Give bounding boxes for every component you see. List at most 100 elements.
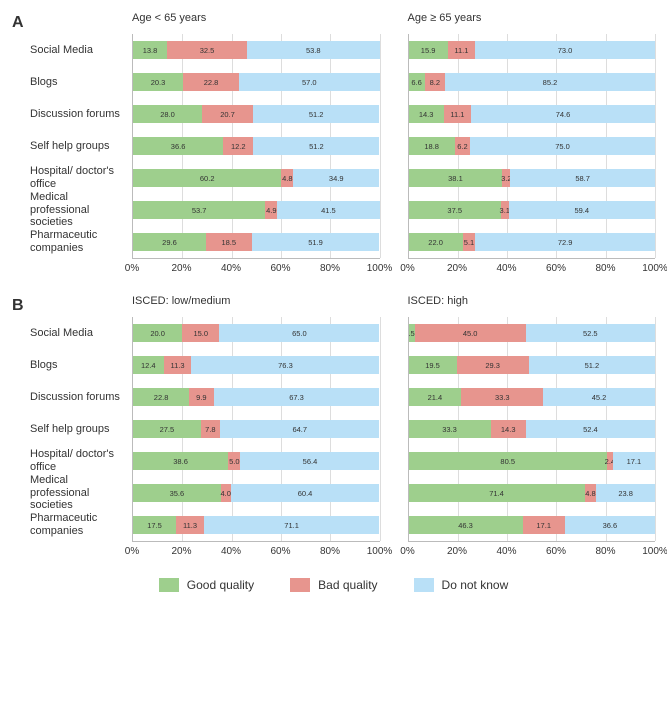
- y-label: Pharmaceutic companies: [30, 509, 132, 541]
- segment-good: 38.6: [133, 452, 228, 470]
- x-tick: 0%: [400, 263, 414, 274]
- y-label: Social Media: [30, 317, 132, 349]
- segment-value: 5.1: [463, 238, 475, 247]
- bar-track: 18.86.275.0: [409, 137, 656, 155]
- segment-good: 71.4: [409, 484, 585, 502]
- y-label: Hospital/ doctor's office: [30, 162, 132, 194]
- bar-track: 60.24.834.9: [133, 169, 380, 187]
- y-label: Medical professional societies: [30, 194, 132, 226]
- bar-row: 14.311.174.6: [409, 98, 656, 130]
- segment-value: 36.6: [602, 521, 619, 530]
- segment-value: 75.0: [554, 142, 571, 151]
- segment-dontknow: 34.9: [293, 169, 379, 187]
- segment-value: 9.9: [195, 393, 207, 402]
- segment-dontknow: 36.6: [565, 516, 655, 534]
- segment-good: 14.3: [409, 105, 444, 123]
- segment-value: 4.8: [584, 489, 596, 498]
- bar-row: 37.53.159.4: [409, 194, 656, 226]
- bar-row: 33.314.352.4: [409, 413, 656, 445]
- segment-good: 29.6: [133, 233, 206, 251]
- segment-value: 15.0: [192, 329, 209, 338]
- bar-track: 22.8 9.9 67.3: [133, 388, 380, 406]
- segment-value: 67.3: [288, 393, 305, 402]
- legend-label: Bad quality: [318, 578, 377, 592]
- x-tick: 100%: [642, 263, 667, 274]
- segment-value: 28.0: [159, 110, 176, 119]
- segment-dontknow: 17.1: [613, 452, 655, 470]
- segment-value: 18.8: [423, 142, 440, 151]
- segment-value: 4.9: [265, 206, 277, 215]
- segment-value: 11.1: [453, 46, 469, 55]
- legend-item: Do not know: [414, 578, 509, 592]
- x-tick: 80%: [320, 546, 340, 557]
- segment-bad: 9.9: [189, 388, 213, 406]
- segment-value: 72.9: [557, 238, 574, 247]
- x-tick: 100%: [642, 546, 667, 557]
- panel-label: A: [12, 12, 30, 32]
- segment-value: 14.3: [418, 110, 435, 119]
- segment-value: 7.8: [204, 425, 216, 434]
- segment-value: 46.3: [457, 521, 474, 530]
- y-label: Discussion forums: [30, 98, 132, 130]
- y-label: Self help groups: [30, 413, 132, 445]
- segment-dontknow: 57.0: [239, 73, 379, 91]
- segment-dontknow: 58.7: [510, 169, 655, 187]
- bar-track: 27.5 7.8 64.7: [133, 420, 380, 438]
- bar-track: 28.0 20.751.2: [133, 105, 380, 123]
- segment-value: 59.4: [573, 206, 590, 215]
- segment-value: 85.2: [542, 78, 559, 87]
- segment-value: 27.5: [159, 425, 176, 434]
- segment-value: 21.4: [427, 393, 444, 402]
- segment-bad: 11.3: [176, 516, 204, 534]
- chart: Age < 65 years13.832.553.820.322.857.028…: [132, 12, 380, 277]
- segment-dontknow: 51.2: [253, 105, 379, 123]
- segment-bad: 4.9: [265, 201, 277, 219]
- x-tick: 20%: [447, 263, 467, 274]
- segment-value: 52.5: [582, 329, 599, 338]
- segment-bad: 15.0: [182, 324, 219, 342]
- segment-value: 29.6: [161, 238, 178, 247]
- segment-value: 15.9: [420, 46, 437, 55]
- segment-value: 64.7: [291, 425, 308, 434]
- segment-value: 17.1: [626, 457, 643, 466]
- bar-row: 12.411.376.3: [133, 349, 380, 381]
- y-axis-labels: Social MediaBlogsDiscussion forumsSelf h…: [30, 295, 132, 559]
- legend-label: Do not know: [442, 578, 509, 592]
- legend-label: Good quality: [187, 578, 254, 592]
- segment-bad: 20.7: [202, 105, 253, 123]
- segment-dontknow: 64.7: [220, 420, 379, 438]
- bar-track: 19.529.351.2: [409, 356, 656, 374]
- bar-row: 22.0 5.1 72.9: [409, 226, 656, 258]
- bar-track: 13.832.553.8: [133, 41, 380, 59]
- segment-value: 57.0: [301, 78, 318, 87]
- segment-value: 58.7: [574, 174, 591, 183]
- segment-good: 20.3: [133, 73, 183, 91]
- bar-row: 6.68.285.2: [409, 66, 656, 98]
- segment-bad: 3.2: [502, 169, 510, 187]
- segment-value: 45.2: [591, 393, 608, 402]
- x-axis: 0%20%40%60%80%100%: [408, 546, 656, 560]
- segment-bad: 5.1: [463, 233, 476, 251]
- segment-value: 11.1: [449, 110, 465, 119]
- x-tick: 80%: [595, 546, 615, 557]
- segment-dontknow: 52.5: [526, 324, 655, 342]
- segment-value: 22.8: [153, 393, 170, 402]
- bar-track: 38.13.258.7: [409, 169, 656, 187]
- segment-bad: 5.0: [228, 452, 240, 470]
- segment-good: 6.6: [409, 73, 425, 91]
- segment-value: 33.3: [494, 393, 511, 402]
- x-axis: 0%20%40%60%80%100%: [132, 263, 380, 277]
- bar-row: 71.44.823.8: [409, 477, 656, 509]
- x-tick: 20%: [447, 546, 467, 557]
- segment-bad: 11.1: [444, 105, 471, 123]
- segment-value: 65.0: [291, 329, 308, 338]
- segment-value: 22.0: [427, 238, 444, 247]
- segment-value: 29.3: [484, 361, 501, 370]
- x-tick: 0%: [125, 546, 139, 557]
- segment-dontknow: 65.0: [219, 324, 379, 342]
- segment-bad: 11.3: [164, 356, 192, 374]
- bar-row: 21.4 33.3 45.2: [409, 381, 656, 413]
- bar-row: .545.052.5: [409, 317, 656, 349]
- segment-dontknow: 60.4: [231, 484, 380, 502]
- segment-dontknow: 71.1: [204, 516, 379, 534]
